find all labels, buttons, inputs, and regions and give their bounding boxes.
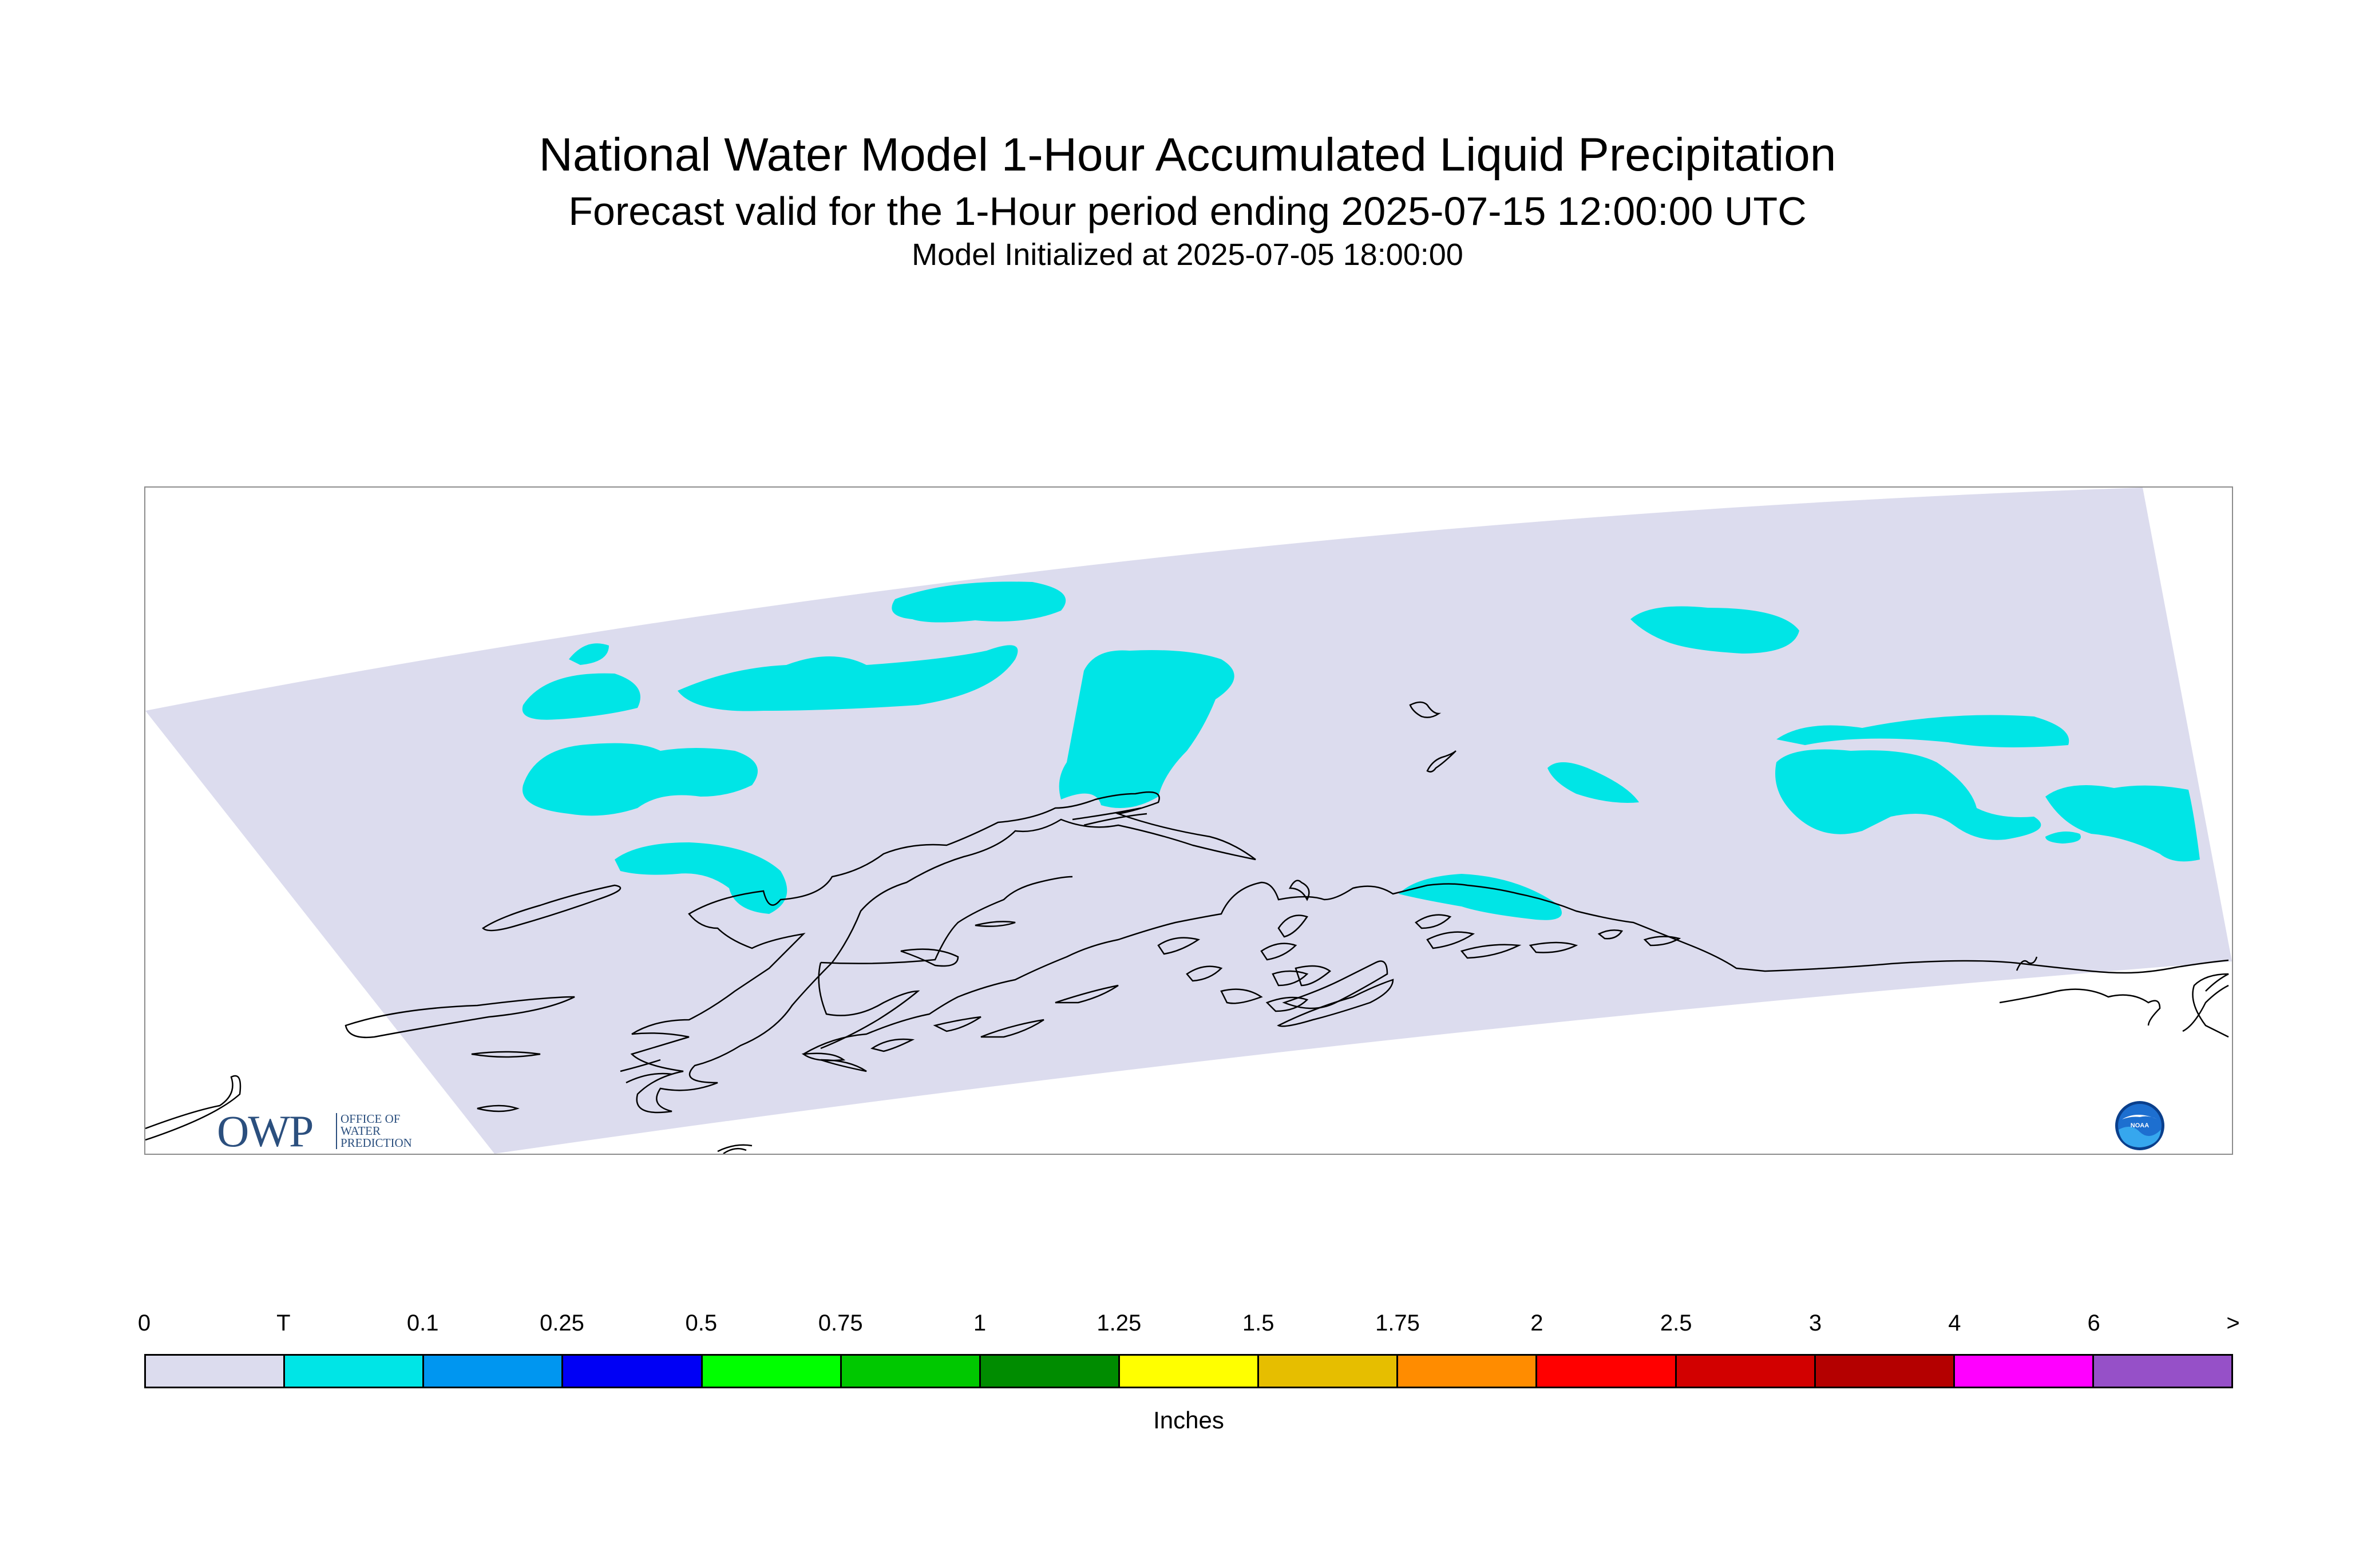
legend-tick-label: 0.5 bbox=[685, 1310, 718, 1336]
legend-swatch bbox=[563, 1356, 703, 1387]
legend-tick-label: 4 bbox=[1948, 1310, 1961, 1336]
legend-tick-label: 2 bbox=[1530, 1310, 1543, 1336]
noaa-logo: NOAA bbox=[2115, 1101, 2164, 1150]
legend-swatch bbox=[146, 1356, 286, 1387]
precipitation-map bbox=[145, 488, 2232, 1154]
legend-tick-label: 1.5 bbox=[1242, 1310, 1274, 1336]
legend-swatch bbox=[841, 1356, 981, 1387]
legend-tick-label: > bbox=[2226, 1310, 2240, 1336]
model-domain bbox=[145, 488, 2232, 1154]
legend-tick-label: 1.25 bbox=[1097, 1310, 1142, 1336]
precip-area bbox=[2045, 785, 2200, 862]
legend-color-bar bbox=[144, 1354, 2233, 1388]
map-title: National Water Model 1-Hour Accumulated … bbox=[539, 129, 1836, 181]
legend-swatch bbox=[2093, 1356, 2232, 1387]
legend-tick-label: 0.1 bbox=[406, 1310, 439, 1336]
precip-area bbox=[1775, 749, 2041, 840]
precip-area bbox=[615, 842, 787, 914]
precip-area bbox=[1776, 715, 2069, 747]
legend-swatch bbox=[1815, 1356, 1955, 1387]
noaa-logo-text: NOAA bbox=[2131, 1122, 2149, 1129]
coastlines bbox=[145, 701, 2229, 1154]
map-subtitle: Forecast valid for the 1-Hour period end… bbox=[568, 189, 1807, 233]
legend-tick-label: 0.75 bbox=[818, 1310, 863, 1336]
owp-logo-line: OFFICE OF bbox=[341, 1112, 401, 1126]
legend-tick-label: 3 bbox=[1808, 1310, 1822, 1336]
owp-logo-mark: OWP bbox=[217, 1106, 314, 1155]
legend-tick-label: 2.5 bbox=[1660, 1310, 1692, 1336]
precip-area bbox=[522, 743, 758, 816]
precip-areas bbox=[522, 581, 2200, 920]
legend-tick-label: 0 bbox=[137, 1310, 151, 1336]
legend-tick-label: 1 bbox=[973, 1310, 987, 1336]
legend-swatch bbox=[980, 1356, 1120, 1387]
precip-area bbox=[1059, 650, 1234, 808]
precip-area bbox=[1630, 606, 1799, 654]
model-init-time: Model Initialized at 2025-07-05 18:00:00 bbox=[912, 237, 1463, 272]
legend-swatch bbox=[1954, 1356, 2094, 1387]
legend-swatch bbox=[1537, 1356, 1677, 1387]
precip-area bbox=[1547, 762, 1639, 803]
legend-unit-label: Inches bbox=[1153, 1407, 1224, 1434]
legend-swatch bbox=[424, 1356, 564, 1387]
legend-tick-label: 6 bbox=[2087, 1310, 2100, 1336]
legend-tick-label: 1.75 bbox=[1375, 1310, 1420, 1336]
owp-logo-line: WATER bbox=[341, 1124, 381, 1138]
precip-area bbox=[1399, 874, 1562, 920]
legend-swatch bbox=[1676, 1356, 1816, 1387]
legend-swatch bbox=[285, 1356, 425, 1387]
precip-area bbox=[892, 581, 1066, 623]
owp-logo-text: OFFICE OF WATER PREDICTION bbox=[336, 1113, 438, 1149]
precip-area bbox=[569, 643, 609, 665]
map-panel: OWP OFFICE OF WATER PREDICTION NOAA bbox=[144, 486, 2233, 1155]
legend-swatch bbox=[702, 1356, 842, 1387]
legend-swatch bbox=[1119, 1356, 1260, 1387]
legend-swatch bbox=[1259, 1356, 1399, 1387]
legend-swatch bbox=[1398, 1356, 1538, 1387]
precip-area bbox=[678, 645, 1018, 711]
owp-logo: OWP OFFICE OF WATER PREDICTION bbox=[217, 1108, 446, 1154]
color-legend: 0 T 0.1 0.25 0.5 0.75 1 1.25 1.5 1.75 2 2.5 3 4 6 > Inc… bbox=[138, 1310, 2240, 1454]
owp-logo-line: PREDICTION bbox=[341, 1136, 412, 1150]
legend-tick-label: T bbox=[276, 1310, 291, 1336]
precip-area bbox=[522, 673, 640, 720]
legend-tick-label: 0.25 bbox=[540, 1310, 584, 1336]
precip-area bbox=[2045, 831, 2081, 844]
